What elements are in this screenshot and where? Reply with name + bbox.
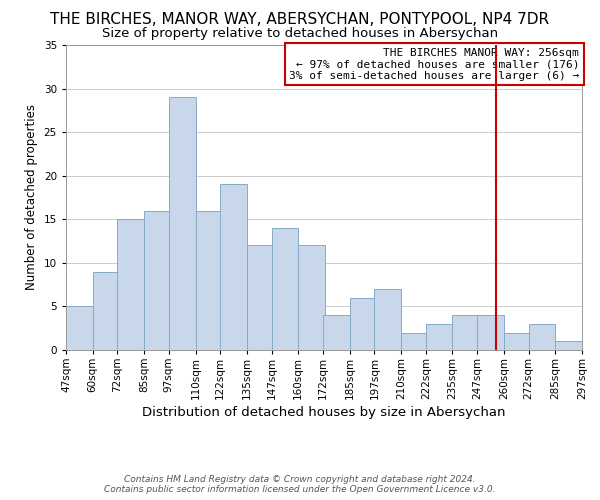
Bar (555, 342, 582, 350)
Bar (93, 272, 119, 350)
Bar (323, 315, 350, 350)
Bar (374, 289, 401, 350)
Bar (529, 324, 555, 350)
X-axis label: Distribution of detached houses by size in Abersychan: Distribution of detached houses by size … (142, 406, 506, 419)
Bar (169, 98, 196, 350)
Bar (118, 220, 144, 350)
Bar (220, 184, 247, 350)
Text: THE BIRCHES MANOR WAY: 256sqm
← 97% of detached houses are smaller (176)
3% of s: THE BIRCHES MANOR WAY: 256sqm ← 97% of d… (289, 48, 579, 81)
Bar (66, 306, 93, 350)
Text: THE BIRCHES, MANOR WAY, ABERSYCHAN, PONTYPOOL, NP4 7DR: THE BIRCHES, MANOR WAY, ABERSYCHAN, PONT… (50, 12, 550, 28)
Bar (298, 246, 325, 350)
Bar (477, 315, 504, 350)
Bar (504, 332, 530, 350)
Bar (426, 324, 452, 350)
Text: Size of property relative to detached houses in Abersychan: Size of property relative to detached ho… (102, 28, 498, 40)
Text: Contains HM Land Registry data © Crown copyright and database right 2024.
Contai: Contains HM Land Registry data © Crown c… (104, 474, 496, 494)
Bar (144, 210, 171, 350)
Bar (452, 315, 479, 350)
Bar (247, 246, 274, 350)
Bar (401, 332, 428, 350)
Bar (196, 210, 222, 350)
Y-axis label: Number of detached properties: Number of detached properties (25, 104, 38, 290)
Bar (350, 298, 376, 350)
Bar (272, 228, 298, 350)
